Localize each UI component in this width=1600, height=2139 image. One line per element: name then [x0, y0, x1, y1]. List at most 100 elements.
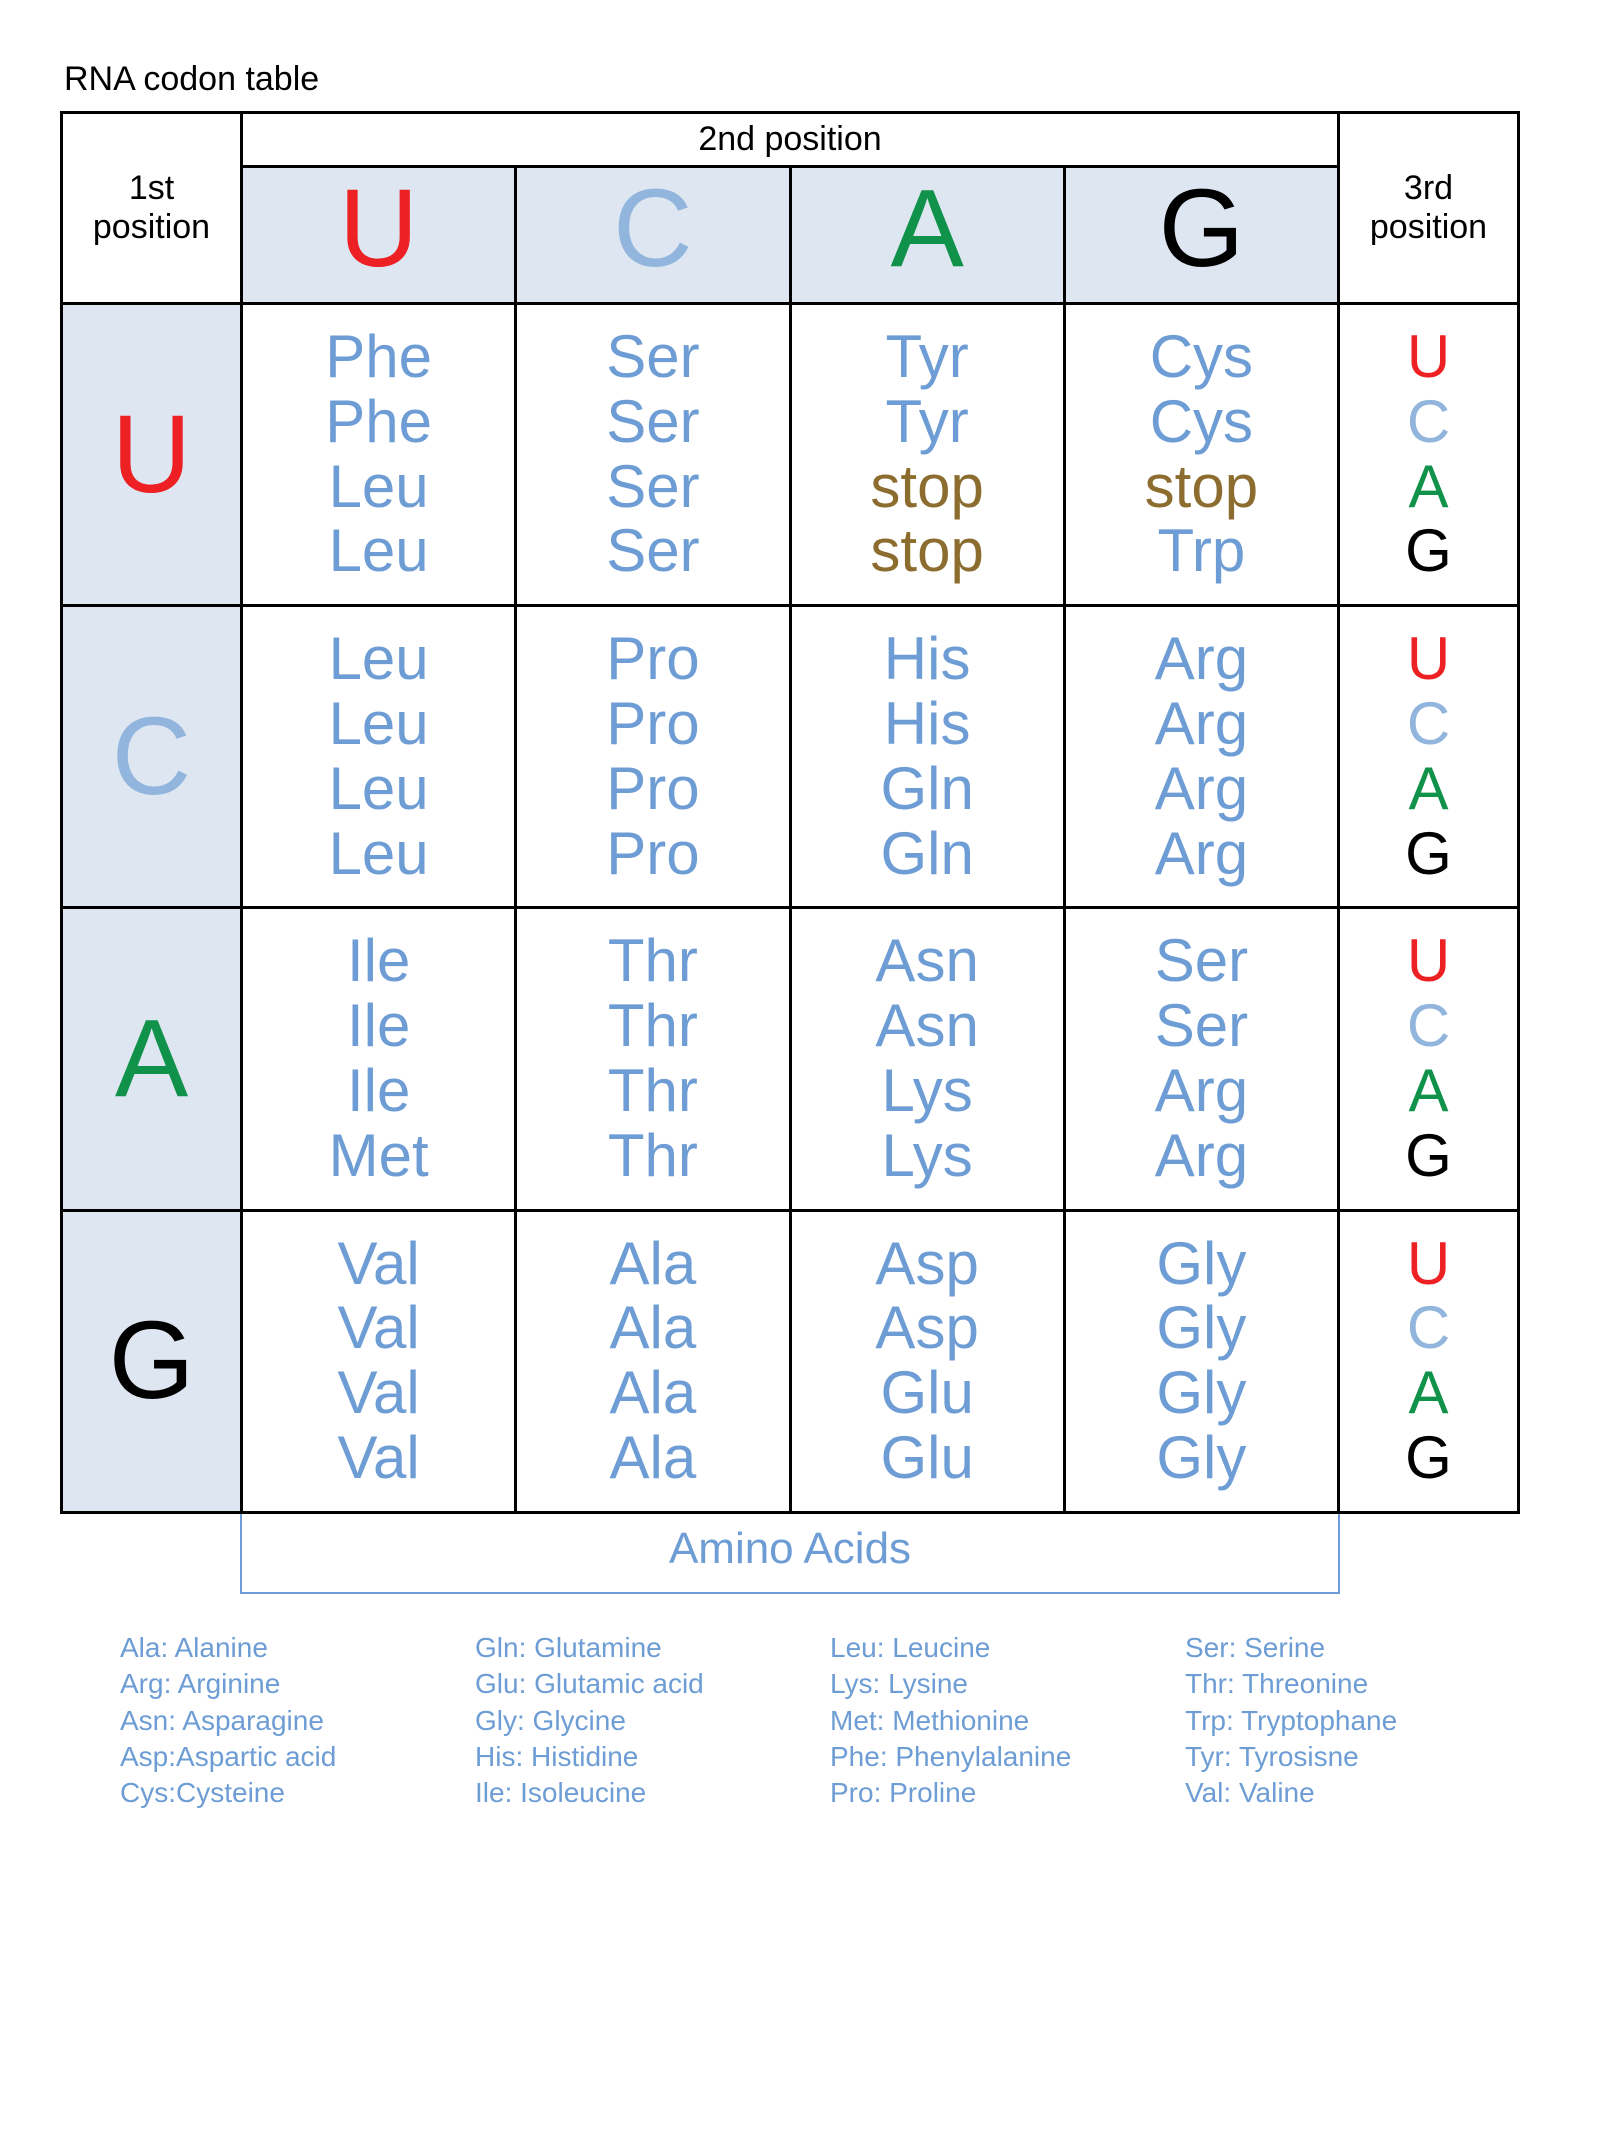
amino-acid: Ser: [517, 519, 788, 584]
cell-U-U: PhePheLeuLeu: [242, 304, 516, 606]
legend-entry: Trp: Tryptophane: [1185, 1703, 1520, 1739]
amino-acid: Cys: [1066, 325, 1337, 390]
legend-col-2: Leu: LeucineLys: LysineMet: MethioninePh…: [830, 1630, 1165, 1812]
amino-acid: Val: [243, 1361, 514, 1426]
amino-acid: Thr: [517, 994, 788, 1059]
amino-acid: Phe: [243, 390, 514, 455]
legend-entry: Ile: Isoleucine: [475, 1775, 810, 1811]
pos2-base-U: U: [242, 167, 516, 304]
cell-U-G: CysCysstopTrp: [1064, 304, 1338, 606]
row-A: A IleIleIleMet ThrThrThrThr AsnAsnLysLys…: [62, 908, 1519, 1210]
amino-acid: Ser: [517, 455, 788, 520]
amino-acid: Gly: [1066, 1361, 1337, 1426]
amino-acid: Arg: [1066, 1124, 1337, 1189]
pos3-base: C: [1340, 994, 1517, 1059]
cell-G-C: AlaAlaAlaAla: [516, 1210, 790, 1512]
pos2-base-C: C: [516, 167, 790, 304]
row-U: U PhePheLeuLeu SerSerSerSer TyrTyrstopst…: [62, 304, 1519, 606]
legend-entry: Ala: Alanine: [120, 1630, 455, 1666]
legend-entry: Pro: Proline: [830, 1775, 1165, 1811]
amino-acid: Arg: [1066, 822, 1337, 887]
pos3-base: U: [1340, 627, 1517, 692]
amino-acid: Pro: [517, 757, 788, 822]
legend-entry: Phe: Phenylalanine: [830, 1739, 1165, 1775]
amino-acid: Leu: [243, 692, 514, 757]
amino-acid: His: [792, 627, 1063, 692]
amino-acid: Leu: [243, 455, 514, 520]
amino-acid: Pro: [517, 692, 788, 757]
amino-acid: Ala: [517, 1361, 788, 1426]
pos2-header: 2nd position: [242, 113, 1339, 167]
pos3-base: A: [1340, 757, 1517, 822]
pos2-base-A: A: [790, 167, 1064, 304]
pos3-base: G: [1340, 519, 1517, 584]
pos3-base: A: [1340, 455, 1517, 520]
legend-entry: Asp:Aspartic acid: [120, 1739, 455, 1775]
legend-entry: Gly: Glycine: [475, 1703, 810, 1739]
legend-entry: Cys:Cysteine: [120, 1775, 455, 1811]
amino-acid: Ser: [517, 325, 788, 390]
legend-entry: Val: Valine: [1185, 1775, 1520, 1811]
pos3-base: U: [1340, 929, 1517, 994]
legend-entry: Tyr: Tyrosisne: [1185, 1739, 1520, 1775]
amino-acid: Ser: [1066, 929, 1337, 994]
amino-acid: Val: [243, 1426, 514, 1491]
amino-acid: Asp: [792, 1232, 1063, 1297]
amino-acid: Arg: [1066, 627, 1337, 692]
amino-acid: Leu: [243, 822, 514, 887]
amino-acid: Ala: [517, 1426, 788, 1491]
amino-acid: Arg: [1066, 1059, 1337, 1124]
stop-codon: stop: [792, 455, 1063, 520]
legend-entry: Asn: Asparagine: [120, 1703, 455, 1739]
amino-acid: Ile: [243, 929, 514, 994]
pos3-cell-C: UCAG: [1339, 606, 1519, 908]
legend-entry: Met: Methionine: [830, 1703, 1165, 1739]
amino-acid: Arg: [1066, 757, 1337, 822]
row-G: G ValValValVal AlaAlaAlaAla AspAspGluGlu…: [62, 1210, 1519, 1512]
cell-A-U: IleIleIleMet: [242, 908, 516, 1210]
pos1-base-G: G: [62, 1210, 242, 1512]
pos3-header: 3rd position: [1339, 113, 1519, 304]
pos3-base: U: [1340, 1232, 1517, 1297]
amino-acid: Gly: [1066, 1426, 1337, 1491]
amino-acid: Leu: [243, 627, 514, 692]
pos1-header: 1st position: [62, 113, 242, 304]
cell-G-A: AspAspGluGlu: [790, 1210, 1064, 1512]
cell-C-A: HisHisGlnGln: [790, 606, 1064, 908]
amino-acid: His: [792, 692, 1063, 757]
amino-acid: Thr: [517, 1059, 788, 1124]
amino-acid: Lys: [792, 1059, 1063, 1124]
amino-acid: Gln: [792, 757, 1063, 822]
amino-acid: Cys: [1066, 390, 1337, 455]
cell-U-A: TyrTyrstopstop: [790, 304, 1064, 606]
amino-acid: Ile: [243, 1059, 514, 1124]
amino-acid: Thr: [517, 1124, 788, 1189]
cell-A-G: SerSerArgArg: [1064, 908, 1338, 1210]
table-title: RNA codon table: [64, 60, 1540, 99]
amino-acid: Arg: [1066, 692, 1337, 757]
cell-C-G: ArgArgArgArg: [1064, 606, 1338, 908]
pos3-base: A: [1340, 1059, 1517, 1124]
legend-col-1: Gln: GlutamineGlu: Glutamic acidGly: Gly…: [475, 1630, 810, 1812]
amino-acid: Pro: [517, 822, 788, 887]
cell-C-C: ProProProPro: [516, 606, 790, 908]
amino-acid: Pro: [517, 627, 788, 692]
pos3-cell-A: UCAG: [1339, 908, 1519, 1210]
legend-entry: Thr: Threonine: [1185, 1666, 1520, 1702]
row-C: C LeuLeuLeuLeu ProProProPro HisHisGlnGln…: [62, 606, 1519, 908]
legend-entry: Gln: Glutamine: [475, 1630, 810, 1666]
legend-entry: His: Histidine: [475, 1739, 810, 1775]
amino-acid: Glu: [792, 1426, 1063, 1491]
amino-acid: Asn: [792, 994, 1063, 1059]
pos3-base: G: [1340, 1426, 1517, 1491]
amino-acid: Ala: [517, 1232, 788, 1297]
amino-acid: Gly: [1066, 1232, 1337, 1297]
legend-entry: Leu: Leucine: [830, 1630, 1165, 1666]
pos2-base-row: U C A G: [62, 167, 1519, 304]
amino-acid: Trp: [1066, 519, 1337, 584]
pos3-cell-U: UCAG: [1339, 304, 1519, 606]
pos3-base: C: [1340, 692, 1517, 757]
cell-A-A: AsnAsnLysLys: [790, 908, 1064, 1210]
amino-acid: Ala: [517, 1296, 788, 1361]
cell-G-G: GlyGlyGlyGly: [1064, 1210, 1338, 1512]
